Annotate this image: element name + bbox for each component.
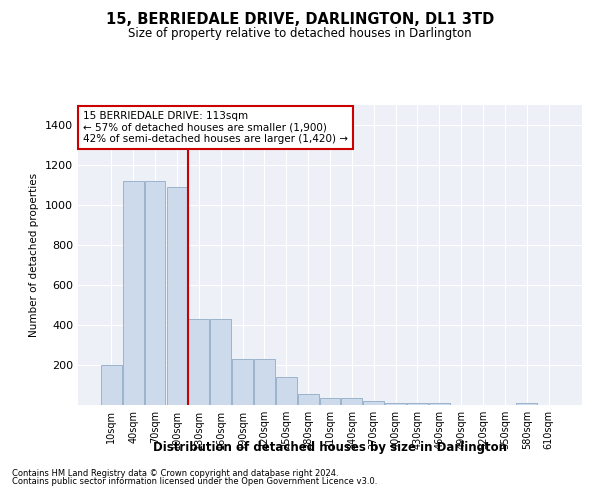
Bar — [254, 359, 275, 405]
Bar — [101, 365, 122, 405]
Bar — [232, 359, 253, 405]
Bar — [123, 181, 143, 405]
Text: Contains HM Land Registry data © Crown copyright and database right 2024.: Contains HM Land Registry data © Crown c… — [12, 468, 338, 477]
Text: Size of property relative to detached houses in Darlington: Size of property relative to detached ho… — [128, 28, 472, 40]
Text: Distribution of detached houses by size in Darlington: Distribution of detached houses by size … — [153, 441, 507, 454]
Bar — [298, 394, 319, 405]
Bar — [407, 402, 428, 405]
Text: Contains public sector information licensed under the Open Government Licence v3: Contains public sector information licen… — [12, 477, 377, 486]
Text: 15 BERRIEDALE DRIVE: 113sqm
← 57% of detached houses are smaller (1,900)
42% of : 15 BERRIEDALE DRIVE: 113sqm ← 57% of det… — [83, 111, 348, 144]
Bar — [429, 403, 450, 405]
Bar — [320, 398, 340, 405]
Bar — [341, 398, 362, 405]
Bar — [276, 377, 296, 405]
Bar — [210, 319, 231, 405]
Bar — [517, 403, 537, 405]
Bar — [188, 319, 209, 405]
Bar — [364, 401, 384, 405]
Bar — [385, 402, 406, 405]
Bar — [167, 187, 187, 405]
Text: 15, BERRIEDALE DRIVE, DARLINGTON, DL1 3TD: 15, BERRIEDALE DRIVE, DARLINGTON, DL1 3T… — [106, 12, 494, 28]
Y-axis label: Number of detached properties: Number of detached properties — [29, 173, 40, 337]
Bar — [145, 181, 166, 405]
